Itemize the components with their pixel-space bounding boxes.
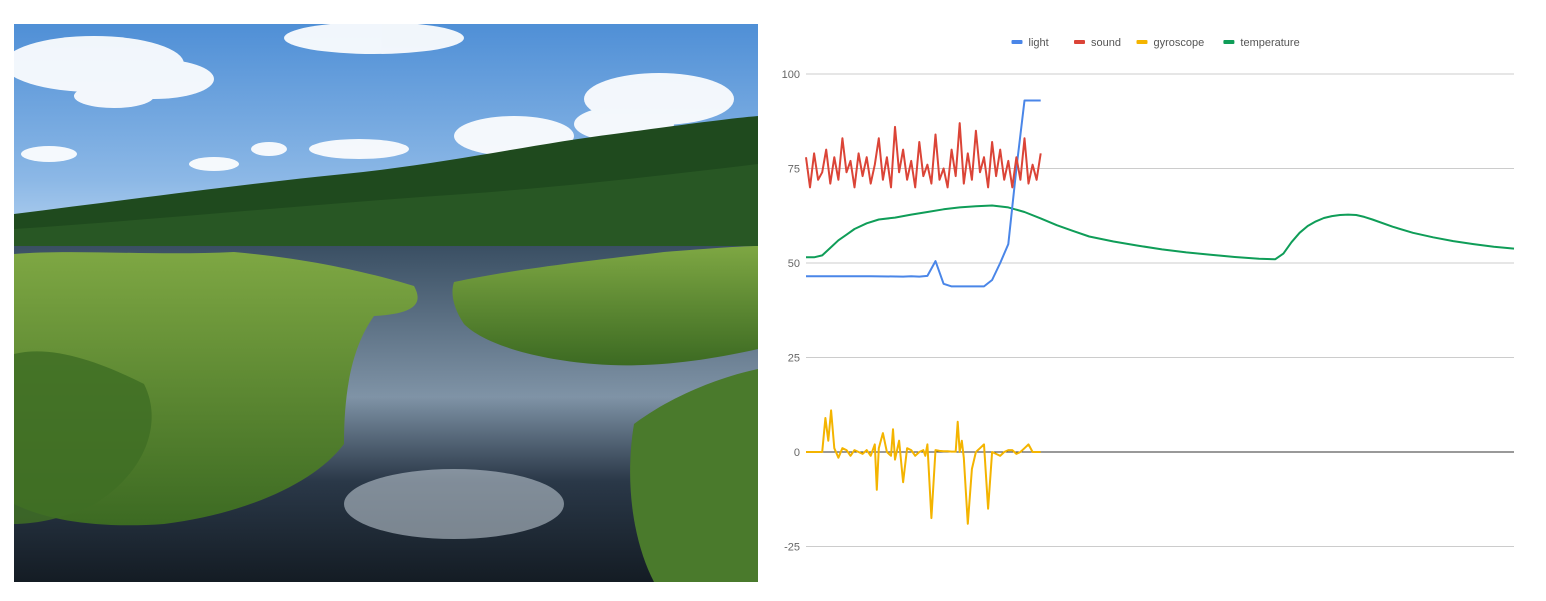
legend-item-temperature[interactable]: temperature [1223,37,1300,49]
series-line-sound [805,122,1042,189]
y-tick-label: -25 [784,542,800,554]
left-foreground-shrubs [14,351,152,524]
series-lines [805,99,1515,525]
legend-item-light[interactable]: light [1011,37,1049,49]
series-line-gyroscope [806,409,1041,525]
legend-item-gyroscope[interactable]: gyroscope [1136,37,1205,49]
legend-swatch [1074,40,1085,44]
chart-svg: 100 75 50 25 0 -25 light sound gyroscope tempera… [782,37,1515,554]
y-tick-label: 50 [788,258,800,270]
right-foreground-shrubs [630,369,758,582]
right-grass-bank [452,246,758,366]
cloud-reflection [344,469,564,539]
photo-svg [14,24,758,582]
series-line-temperature [806,204,1515,261]
legend-swatch [1011,40,1023,44]
legend-label: gyroscope [1154,37,1205,49]
marsh-landscape-photo [14,24,758,582]
legend-swatch [1223,40,1235,44]
legend-swatch [1136,40,1148,44]
y-tick-label: 75 [788,164,800,176]
grid [806,73,1514,547]
forest-front [14,164,758,264]
legend: light sound gyroscope temperature [1011,37,1300,49]
y-axis-ticks: 100 75 50 25 0 -25 [782,69,800,554]
legend-label: sound [1091,37,1121,49]
legend-label: light [1029,37,1049,49]
y-tick-label: 25 [788,353,800,365]
clouds [14,24,734,171]
series-line-light [806,99,1041,288]
y-tick-label: 0 [794,447,800,459]
legend-label: temperature [1240,37,1299,49]
sensor-line-chart: 100 75 50 25 0 -25 light sound gyroscope tempera… [770,0,1546,601]
legend-item-sound[interactable]: sound [1074,37,1121,49]
y-tick-label: 100 [782,69,800,81]
